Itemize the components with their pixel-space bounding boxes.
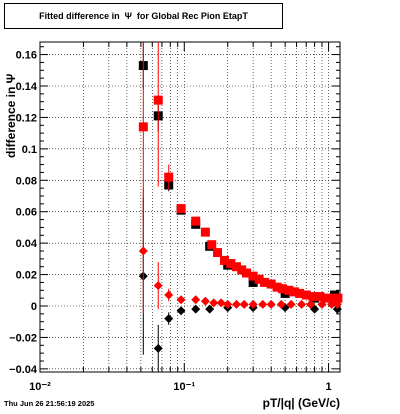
y-tick-label: 0.02 bbox=[16, 270, 37, 282]
data-point-square bbox=[322, 293, 332, 303]
data-point-square bbox=[295, 288, 305, 298]
data-point-diamond bbox=[176, 295, 186, 305]
data-point-square bbox=[315, 292, 325, 302]
data-point-diamond bbox=[209, 298, 219, 308]
data-point-square bbox=[213, 248, 223, 258]
data-point-diamond bbox=[176, 306, 186, 316]
axes bbox=[39, 41, 341, 373]
y-tick-label: −0.02 bbox=[9, 332, 37, 344]
data-point-diamond bbox=[164, 290, 174, 300]
data-point-diamond bbox=[276, 299, 286, 309]
y-tick-label: 0.14 bbox=[16, 81, 38, 93]
timestamp-footer: Thu Jun 26 21:56:19 2025 bbox=[4, 399, 95, 408]
chart-title: Fitted difference in Ψ for Global Rec Pi… bbox=[4, 3, 283, 29]
x-tick-label: 10⁻² bbox=[29, 381, 51, 393]
data-point-square bbox=[138, 122, 148, 132]
data-point-square bbox=[220, 255, 230, 265]
data-point-square bbox=[191, 216, 201, 226]
data-point-diamond bbox=[258, 299, 268, 309]
y-tick-label: 0 bbox=[31, 301, 37, 313]
data-point-square bbox=[278, 284, 288, 294]
data-point-square bbox=[248, 271, 258, 281]
data-point-diamond bbox=[191, 304, 201, 314]
y-tick-label: 0.08 bbox=[16, 175, 37, 187]
data-point-square bbox=[254, 274, 264, 284]
data-point-square bbox=[237, 265, 247, 275]
y-tick-label: 0.16 bbox=[16, 50, 37, 62]
data-point-square bbox=[207, 240, 217, 250]
data-point-square bbox=[164, 172, 174, 182]
data-point-diamond bbox=[231, 299, 241, 309]
tick-labels: −0.04 −0.02 0 0.02 0.04 0.06 0.08 0.1 0.12 0.14 0.… bbox=[9, 50, 331, 393]
data-point-square bbox=[266, 279, 276, 289]
data-point-square bbox=[284, 285, 294, 295]
data-point-diamond bbox=[191, 295, 201, 305]
data-point-diamond bbox=[297, 299, 307, 309]
data-point-diamond bbox=[239, 299, 249, 309]
x-tick-label: 10⁻¹ bbox=[173, 381, 195, 393]
data-point-diamond bbox=[138, 246, 148, 256]
data-point-square bbox=[308, 292, 318, 302]
data-point-diamond bbox=[216, 298, 226, 308]
data-point-diamond bbox=[164, 314, 174, 324]
y-tick-label: 0.04 bbox=[16, 238, 38, 250]
x-axis-label: pT/|q| (GeV/c) bbox=[262, 396, 340, 410]
y-tick-label: 0.06 bbox=[16, 207, 37, 219]
data-point-square bbox=[248, 277, 258, 287]
data-point-diamond bbox=[200, 296, 210, 306]
data-point-square bbox=[289, 287, 299, 297]
data-point-diamond bbox=[153, 343, 163, 353]
data-point-square bbox=[226, 259, 236, 269]
data-point-diamond bbox=[266, 299, 276, 309]
data-point-square bbox=[272, 282, 282, 292]
plot-frame bbox=[39, 41, 341, 373]
data-point-square bbox=[333, 293, 343, 303]
data-point-diamond bbox=[205, 304, 215, 314]
x-tick-label: 1 bbox=[326, 381, 332, 393]
data-point-square bbox=[260, 277, 270, 287]
data-point-diamond bbox=[332, 304, 342, 314]
data-point-diamond bbox=[223, 299, 233, 309]
data-point-diamond bbox=[248, 299, 258, 309]
data-point-diamond bbox=[153, 281, 163, 291]
data-marks bbox=[138, 42, 343, 372]
data-point-square bbox=[200, 227, 210, 237]
data-point-diamond bbox=[332, 299, 342, 309]
data-point-diamond bbox=[317, 299, 327, 309]
y-tick-label: 0.1 bbox=[22, 144, 37, 156]
grid-lines bbox=[39, 42, 340, 372]
data-point-diamond bbox=[286, 299, 296, 309]
y-axis-label-box: difference in Ψ bbox=[4, 48, 18, 158]
y-tick-label: 0.12 bbox=[16, 112, 37, 124]
data-point-square bbox=[153, 95, 163, 105]
data-point-diamond bbox=[327, 299, 337, 309]
y-axis-label: difference in Ψ bbox=[4, 73, 18, 158]
data-point-square bbox=[242, 268, 252, 278]
data-point-square bbox=[176, 204, 186, 214]
data-point-square bbox=[231, 262, 241, 272]
data-point-square bbox=[301, 290, 311, 300]
data-point-diamond bbox=[306, 299, 316, 309]
y-tick-label: −0.04 bbox=[9, 364, 38, 376]
